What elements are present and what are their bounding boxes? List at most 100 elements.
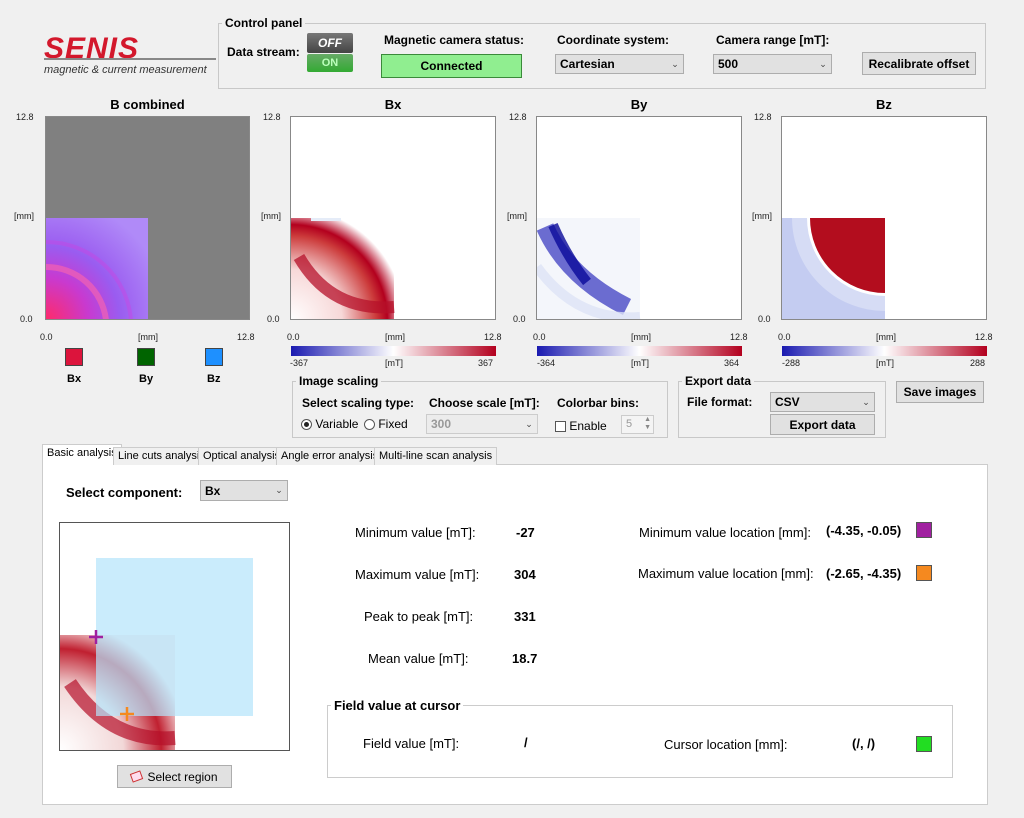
export-title: Export data xyxy=(682,374,755,388)
bz-colorbar xyxy=(782,346,987,356)
bx-plot-title: Bx xyxy=(384,97,402,112)
data-stream-toggle[interactable]: OFF ON xyxy=(307,33,353,73)
mean-value: 18.7 xyxy=(512,651,538,666)
min-location-value: (-4.35, -0.05) xyxy=(826,523,902,538)
radio-variable-label: Variable xyxy=(315,417,359,431)
legend-bx-label: Bx xyxy=(67,373,82,385)
bx-ymin: 0.0 xyxy=(267,314,280,324)
max-marker-swatch xyxy=(916,565,932,581)
bx-xunit: [mm] xyxy=(385,332,405,342)
camera-range-select[interactable]: 500 ⌄ xyxy=(713,54,832,74)
combined-yunit: [mm] xyxy=(14,211,34,221)
tab-multi-line-scan[interactable]: Multi-line scan analysis xyxy=(374,447,498,465)
by-yunit: [mm] xyxy=(507,211,527,221)
analysis-heatmap xyxy=(60,558,253,750)
choose-scale-label: Choose scale [mT]: xyxy=(429,396,540,410)
bz-xmin: 0.0 xyxy=(778,332,791,342)
cursor-location-label: Cursor location [mm]: xyxy=(664,737,788,752)
legend-by-label: By xyxy=(139,373,154,385)
file-format-value: CSV xyxy=(775,395,800,409)
chevron-down-icon: ⌄ xyxy=(819,58,827,69)
file-format-select[interactable]: CSV ⌄ xyxy=(770,392,875,412)
by-heatmap xyxy=(537,218,641,319)
bx-plot-image[interactable] xyxy=(290,116,496,320)
select-region-label: Select region xyxy=(147,769,218,784)
combined-heatmap xyxy=(46,218,148,319)
recalibrate-offset-button[interactable]: Recalibrate offset xyxy=(862,52,976,75)
spin-arrows-icon[interactable]: ▲ ▼ xyxy=(644,416,651,431)
toggle-on[interactable]: ON xyxy=(307,54,353,72)
bx-cb-max: 367 xyxy=(478,358,494,368)
export-data-button[interactable]: Export data xyxy=(770,414,875,435)
peak-to-peak-label: Peak to peak [mT]: xyxy=(364,609,474,624)
combined-ymin: 0.0 xyxy=(20,314,33,324)
legend-bx-swatch xyxy=(65,348,83,366)
bz-xmax: 12.8 xyxy=(975,332,993,342)
min-location-label: Minimum value location [mm]: xyxy=(639,525,811,540)
max-value: 304 xyxy=(514,567,536,582)
tab-line-cuts[interactable]: Line cuts analysis xyxy=(113,447,210,465)
combined-xunit: [mm] xyxy=(138,332,158,342)
max-location-label: Maximum value location [mm]: xyxy=(638,566,814,581)
analysis-image[interactable] xyxy=(59,522,290,751)
by-xmin: 0.0 xyxy=(533,332,546,342)
by-plot-image[interactable] xyxy=(536,116,742,320)
combined-xmin: 0.0 xyxy=(40,332,53,342)
selected-region[interactable] xyxy=(96,558,253,716)
save-images-button[interactable]: Save images xyxy=(896,381,984,403)
bins-spinbox[interactable]: 5 ▲ ▼ xyxy=(621,415,654,434)
legend-bz-label: Bz xyxy=(207,373,221,385)
legend-by-swatch xyxy=(137,348,155,366)
component-select[interactable]: Bx ⌄ xyxy=(200,480,288,501)
logo-brand: SENIS xyxy=(44,32,140,65)
bx-cb-unit: [mT] xyxy=(385,358,403,368)
combined-plot-image[interactable] xyxy=(45,116,250,320)
bx-xmax: 12.8 xyxy=(484,332,502,342)
coord-label: Coordinate system: xyxy=(557,33,670,47)
logo-line xyxy=(44,58,216,60)
radio-variable[interactable]: Variable xyxy=(301,417,358,431)
by-ymax: 12.8 xyxy=(509,112,527,122)
select-region-button[interactable]: Select region xyxy=(117,765,232,788)
mean-value-label: Mean value [mT]: xyxy=(368,651,469,666)
by-cb-unit: [mT] xyxy=(631,358,649,368)
radio-fixed[interactable]: Fixed xyxy=(364,417,408,431)
cursor-location-value: (/, /) xyxy=(852,736,876,751)
bz-ymin: 0.0 xyxy=(758,314,771,324)
legend-bz-swatch xyxy=(205,348,223,366)
by-cb-max: 364 xyxy=(724,358,740,368)
tab-optical[interactable]: Optical analysis xyxy=(198,447,286,465)
toggle-off[interactable]: OFF xyxy=(307,33,353,53)
tab-basic-analysis[interactable]: Basic analysis xyxy=(42,444,122,465)
coord-system-select[interactable]: Cartesian ⌄ xyxy=(555,54,684,74)
logo-tagline: magnetic & current measurement xyxy=(44,64,207,76)
file-format-label: File format: xyxy=(687,395,753,409)
bx-heatmap xyxy=(291,218,395,319)
cursor-group-title: Field value at cursor xyxy=(331,698,464,713)
max-value-label: Maximum value [mT]: xyxy=(355,567,480,582)
radio-variable-dot[interactable] xyxy=(301,419,312,431)
chevron-down-icon: ⌄ xyxy=(525,418,533,429)
image-scaling-title: Image scaling xyxy=(296,374,382,388)
cursor-marker-swatch xyxy=(916,736,932,752)
scale-select[interactable]: 300 ⌄ xyxy=(426,414,538,434)
min-value-label: Minimum value [mT]: xyxy=(355,525,476,540)
max-location-value: (-2.65, -4.35) xyxy=(826,566,902,581)
bx-colorbar xyxy=(291,346,496,356)
bz-plot-title: Bz xyxy=(876,97,892,112)
bins-enable-checkbox[interactable]: Enable xyxy=(555,419,607,433)
bz-yunit: [mm] xyxy=(752,211,772,221)
tab-angle-error[interactable]: Angle error analysis xyxy=(276,447,384,465)
checkbox-box[interactable] xyxy=(555,421,566,433)
bz-ymax: 12.8 xyxy=(754,112,772,122)
control-panel-title: Control panel xyxy=(222,16,306,30)
status-label: Magnetic camera status: xyxy=(384,33,525,47)
bx-ymax: 12.8 xyxy=(263,112,281,122)
min-marker-icon xyxy=(89,630,103,644)
bz-plot-image[interactable] xyxy=(781,116,987,320)
radio-fixed-dot[interactable] xyxy=(364,419,375,431)
max-marker-icon xyxy=(120,707,134,721)
bz-cb-max: 288 xyxy=(970,358,986,368)
bz-cb-unit: [mT] xyxy=(876,358,894,368)
by-xunit: [mm] xyxy=(631,332,651,342)
